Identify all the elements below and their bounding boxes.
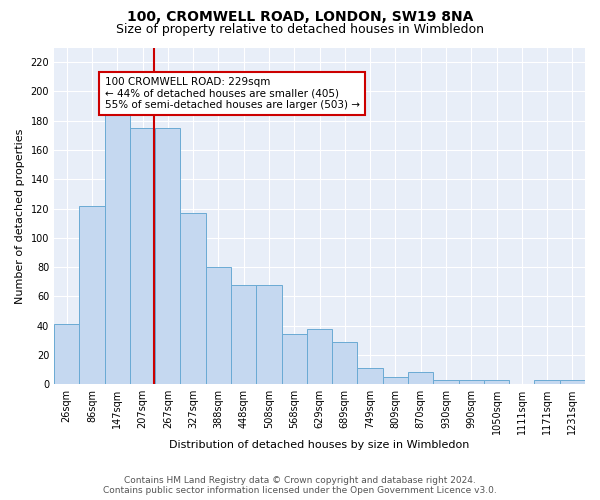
Bar <box>206 267 231 384</box>
Text: Size of property relative to detached houses in Wimbledon: Size of property relative to detached ho… <box>116 22 484 36</box>
Bar <box>383 377 408 384</box>
Bar <box>408 372 433 384</box>
Bar <box>281 334 307 384</box>
Bar <box>560 380 585 384</box>
Bar <box>484 380 509 384</box>
Bar <box>231 284 256 384</box>
Text: Contains HM Land Registry data © Crown copyright and database right 2024.
Contai: Contains HM Land Registry data © Crown c… <box>103 476 497 495</box>
X-axis label: Distribution of detached houses by size in Wimbledon: Distribution of detached houses by size … <box>169 440 470 450</box>
Bar <box>535 380 560 384</box>
Y-axis label: Number of detached properties: Number of detached properties <box>15 128 25 304</box>
Bar <box>358 368 383 384</box>
Bar <box>181 213 206 384</box>
Bar <box>54 324 79 384</box>
Bar <box>130 128 155 384</box>
Text: 100 CROMWELL ROAD: 229sqm
← 44% of detached houses are smaller (405)
55% of semi: 100 CROMWELL ROAD: 229sqm ← 44% of detac… <box>104 77 359 110</box>
Bar <box>332 342 358 384</box>
Bar <box>256 284 281 384</box>
Bar <box>79 206 104 384</box>
Bar <box>307 328 332 384</box>
Bar <box>433 380 458 384</box>
Bar <box>104 115 130 384</box>
Bar <box>458 380 484 384</box>
Bar <box>155 128 181 384</box>
Text: 100, CROMWELL ROAD, LONDON, SW19 8NA: 100, CROMWELL ROAD, LONDON, SW19 8NA <box>127 10 473 24</box>
